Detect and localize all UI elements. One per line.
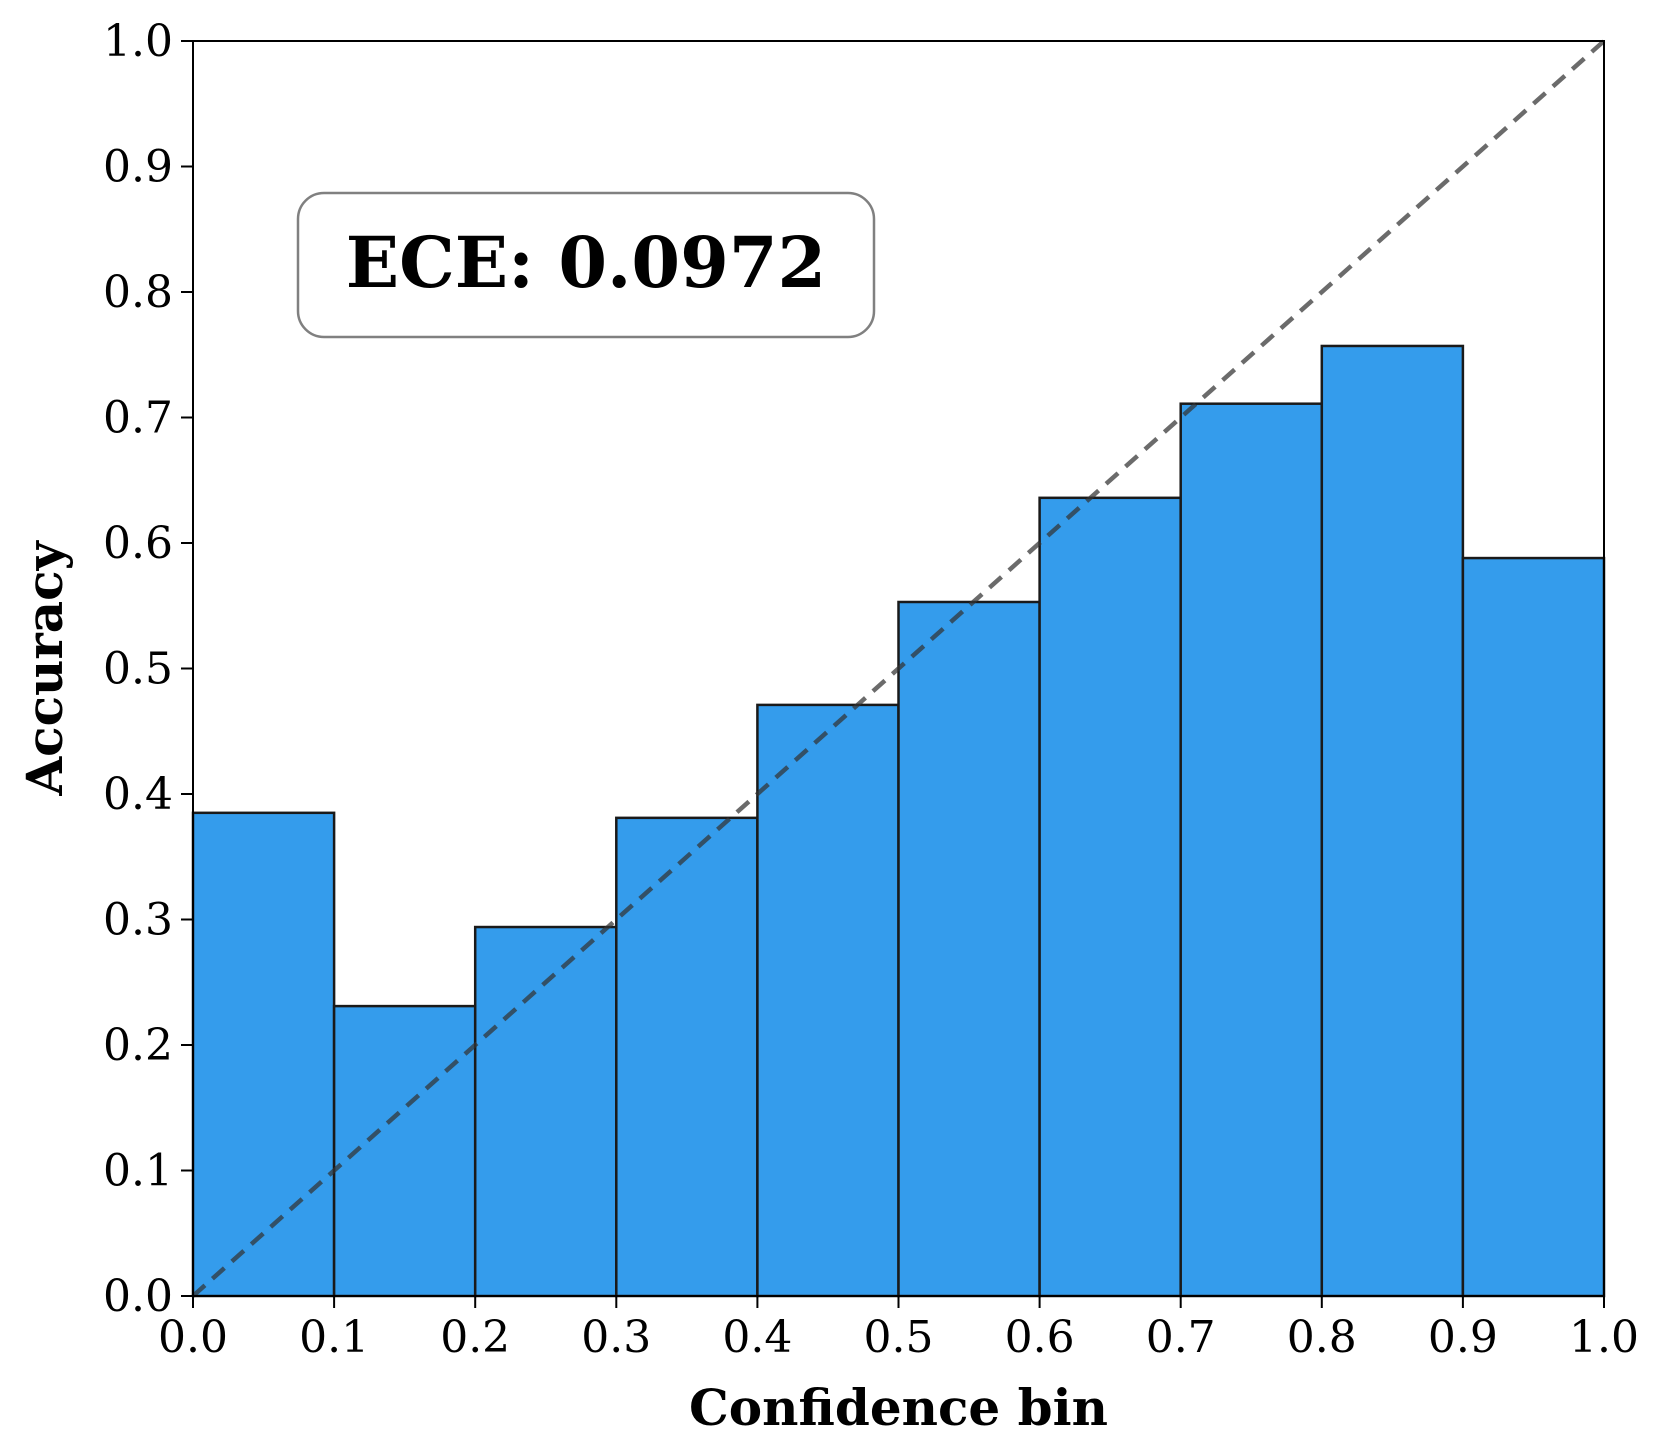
bar-bin-0 <box>191 811 336 1298</box>
x-tick-label: 0.8 <box>1287 1312 1357 1363</box>
x-tick-label: 0.1 <box>299 1312 369 1363</box>
bar-bin-2 <box>473 925 618 1298</box>
x-tick-label: 0.9 <box>1428 1312 1498 1363</box>
bar-bin-7 <box>1179 402 1324 1298</box>
reference-line-layer <box>191 39 1606 1298</box>
ticks-layer: 0.0 0.1 0.2 0.3 0.4 0.5 0.6 0.7 0.8 0.9 1.0 0.0 0.1 0… <box>103 16 1639 1363</box>
y-tick-label: 0.4 <box>103 769 173 820</box>
y-tick-label: 0.5 <box>103 644 173 695</box>
bars-layer <box>191 344 1606 1298</box>
bar-bin-3 <box>615 816 759 1298</box>
x-tick-label: 0.7 <box>1146 1312 1216 1363</box>
x-tick-label: 1.0 <box>1569 1312 1639 1363</box>
ece-annotation-box <box>296 191 876 339</box>
y-axis-label: Accuracy <box>15 539 74 796</box>
y-tick-label: 0.7 <box>103 393 173 444</box>
x-tick-label: 0.3 <box>581 1312 651 1363</box>
y-tick-label: 0.8 <box>103 267 173 318</box>
y-tick-label: 0.9 <box>103 142 173 193</box>
x-tick-label: 0.2 <box>440 1312 510 1363</box>
ece-annotation-text: ECE: 0.0972 <box>346 221 827 304</box>
y-tick-label: 0.6 <box>103 518 173 569</box>
y-tick-label: 0.0 <box>103 1271 173 1322</box>
y-tick-label: 0.1 <box>103 1146 173 1197</box>
bar-bin-5 <box>897 600 1041 1298</box>
x-tick-label: 0.6 <box>1005 1312 1075 1363</box>
bar-bin-9 <box>1461 556 1606 1298</box>
x-tick-label: 0.0 <box>158 1312 228 1363</box>
x-tick-label: 0.4 <box>722 1312 792 1363</box>
x-axis-label: Confidence bin <box>689 1378 1108 1437</box>
ece-annotation: ECE: 0.0972 <box>296 191 876 339</box>
bar-bin-6 <box>1038 496 1182 1298</box>
y-tick-label: 1.0 <box>103 16 173 67</box>
y-tick-label: 0.2 <box>103 1020 173 1071</box>
x-tick-label: 0.5 <box>864 1312 934 1363</box>
bar-bin-8 <box>1320 344 1465 1298</box>
y-tick-label: 0.3 <box>103 895 173 946</box>
perfect-calibration-line <box>191 39 1606 1298</box>
bar-bin-4 <box>756 703 900 1298</box>
